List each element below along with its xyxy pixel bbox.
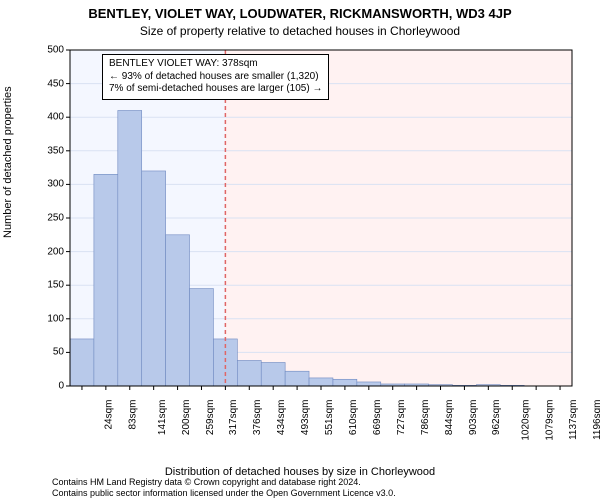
- y-tick: 500: [34, 45, 64, 56]
- y-tick: 100: [34, 313, 64, 324]
- credits: Contains HM Land Registry data © Crown c…: [52, 477, 396, 498]
- x-tick: 1137sqm: [568, 400, 579, 440]
- x-tick: 83sqm: [127, 400, 138, 430]
- x-tick: 1020sqm: [521, 400, 532, 441]
- plot-area: BENTLEY VIOLET WAY: 378sqm ← 93% of deta…: [56, 44, 580, 432]
- x-tick: 376sqm: [252, 400, 263, 436]
- y-tick: 200: [34, 246, 64, 257]
- x-axis-label: Distribution of detached houses by size …: [0, 466, 600, 478]
- x-tick: 1196sqm: [592, 400, 600, 440]
- y-tick: 150: [34, 280, 64, 291]
- property-callout: BENTLEY VIOLET WAY: 378sqm ← 93% of deta…: [102, 54, 329, 100]
- x-tick: 727sqm: [396, 400, 407, 436]
- histogram-chart: [56, 44, 580, 432]
- x-tick: 141sqm: [157, 400, 168, 436]
- y-tick: 250: [34, 213, 64, 224]
- y-tick: 350: [34, 145, 64, 156]
- credit-line-1: Contains HM Land Registry data © Crown c…: [52, 477, 396, 487]
- x-tick: 317sqm: [229, 400, 240, 436]
- y-tick: 50: [34, 347, 64, 358]
- address-title: BENTLEY, VIOLET WAY, LOUDWATER, RICKMANS…: [0, 6, 600, 21]
- x-tick: 786sqm: [420, 400, 431, 436]
- callout-smaller: ← 93% of detached houses are smaller (1,…: [109, 71, 322, 84]
- y-tick: 400: [34, 112, 64, 123]
- x-tick: 962sqm: [492, 400, 503, 436]
- x-tick: 24sqm: [103, 400, 114, 430]
- x-tick: 1079sqm: [545, 400, 556, 441]
- x-tick: 844sqm: [444, 400, 455, 436]
- x-tick: 259sqm: [205, 400, 216, 436]
- x-tick: 903sqm: [468, 400, 479, 436]
- credit-line-2: Contains public sector information licen…: [52, 488, 396, 498]
- x-tick: 493sqm: [300, 400, 311, 436]
- x-tick: 610sqm: [348, 400, 359, 436]
- callout-size: BENTLEY VIOLET WAY: 378sqm: [109, 58, 322, 71]
- chart-subtitle: Size of property relative to detached ho…: [0, 24, 600, 38]
- x-tick: 200sqm: [181, 400, 192, 436]
- x-tick: 669sqm: [372, 400, 383, 436]
- y-tick: 450: [34, 78, 64, 89]
- x-tick: 434sqm: [276, 400, 287, 436]
- y-axis-label: Number of detached properties: [2, 86, 14, 238]
- y-tick: 0: [34, 381, 64, 392]
- x-tick: 551sqm: [324, 400, 335, 436]
- y-tick: 300: [34, 179, 64, 190]
- callout-larger: 7% of semi-detached houses are larger (1…: [109, 83, 322, 96]
